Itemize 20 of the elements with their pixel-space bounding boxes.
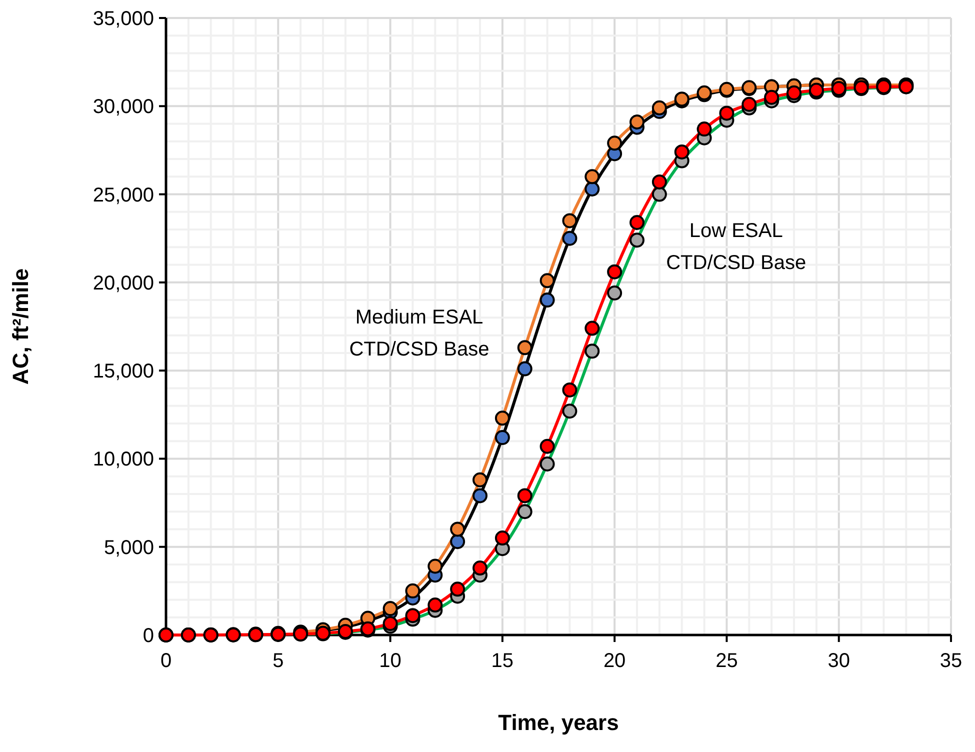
y-tick-label: 15,000 [92,360,154,383]
annotation: Medium ESAL CTD/CSD Base [349,306,490,360]
y-tick-label: 20,000 [92,272,154,294]
x-tick-label: 20 [603,650,626,672]
x-tick-label: 15 [491,650,514,672]
x-tick-label: 5 [272,650,284,672]
y-tick-label: 30,000 [92,96,154,118]
y-tick-label: 35,000 [92,8,154,30]
x-tick-label: 35 [940,650,962,672]
x-axis-title: Time, years [498,710,619,735]
y-axis-title: AC, ft²/mile [8,268,33,385]
annotation: Low ESAL CTD/CSD Base [666,220,806,274]
x-tick-label: 0 [160,650,172,672]
y-tick-label: 25,000 [92,184,154,206]
x-tick-label: 25 [716,650,738,672]
x-tick-label: 30 [828,650,850,672]
y-tick-label: 0 [142,625,154,647]
y-tick-label: 5,000 [104,536,154,559]
y-tick-label: 10,000 [92,448,154,471]
x-tick-label: 10 [379,650,402,672]
